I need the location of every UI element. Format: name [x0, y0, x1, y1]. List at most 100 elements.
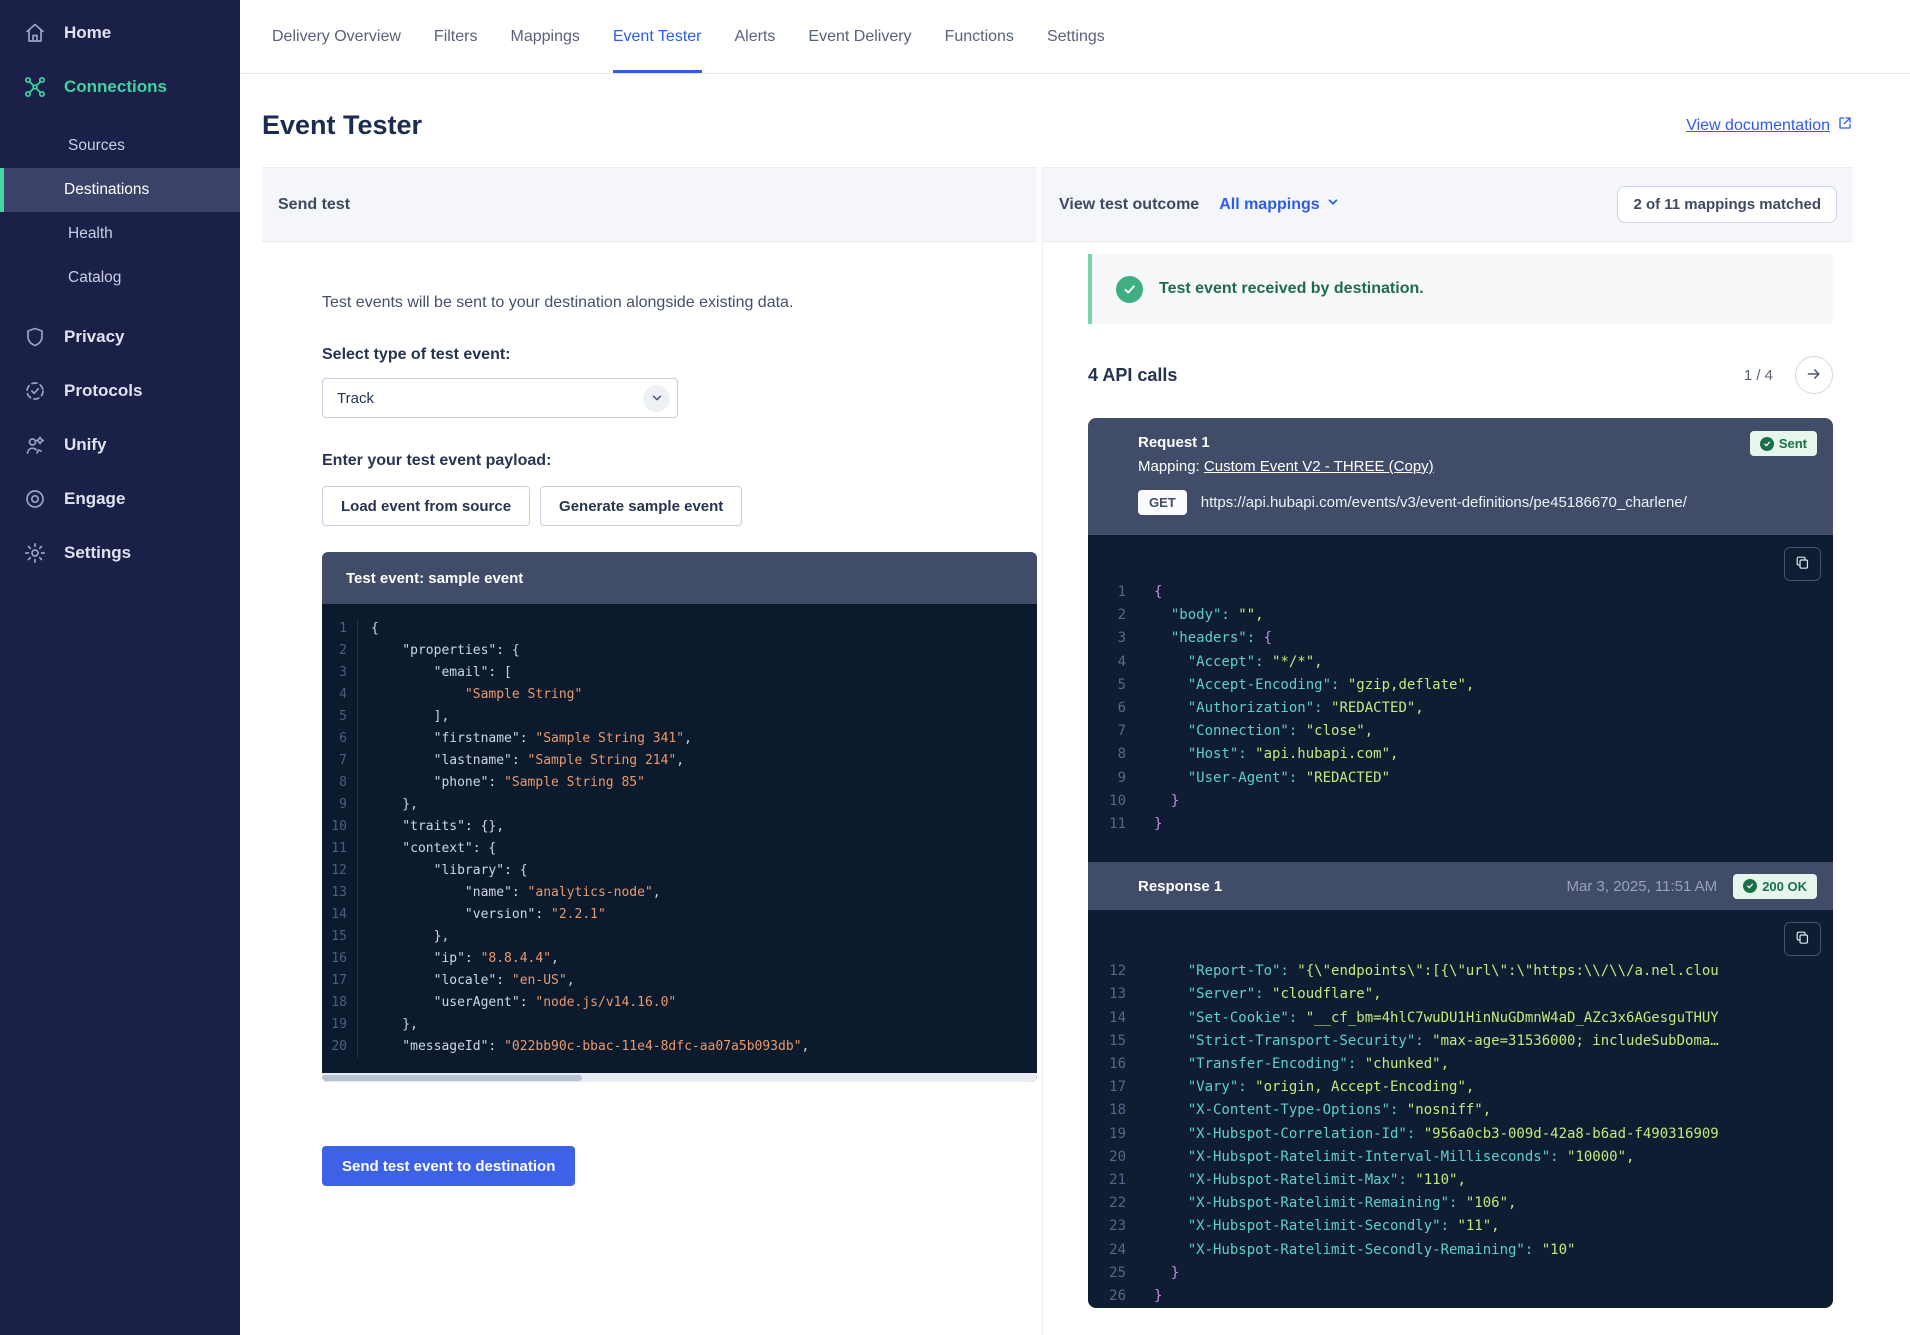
mappings-filter-value: All mappings: [1219, 195, 1320, 213]
request-title: Request 1: [1138, 434, 1210, 451]
sidebar-item-label: Engage: [64, 489, 126, 508]
chevron-down-icon: [643, 384, 670, 412]
generate-sample-event-button[interactable]: Generate sample event: [540, 486, 743, 526]
code-line: 11}: [1088, 813, 1833, 836]
code-line: 14 "Set-Cookie": "__cf_bm=4hlC7wuDU1HinN…: [1088, 1007, 1833, 1030]
code-line: 10 "traits": {},: [322, 816, 1037, 838]
code-line: 7 "Connection": "close",: [1088, 720, 1833, 743]
code-line: 22 "X-Hubspot-Ratelimit-Remaining": "106…: [1088, 1192, 1833, 1215]
line-number: 3: [1117, 630, 1126, 647]
sidebar-item-label: Connections: [64, 77, 167, 96]
tab-alerts[interactable]: Alerts: [734, 27, 776, 45]
line-number: 12: [322, 860, 358, 882]
http-method-chip: GET: [1138, 490, 1187, 515]
sidebar-item-engage[interactable]: Engage: [0, 472, 240, 526]
next-api-call-button[interactable]: [1795, 356, 1833, 394]
tab-event-tester[interactable]: Event Tester: [612, 0, 702, 73]
payload-buttons: Load event from source Generate sample e…: [322, 486, 1037, 526]
sidebar-item-label: Unify: [64, 435, 107, 454]
tab-delivery-overview[interactable]: Delivery Overview: [272, 27, 401, 45]
request-code-lines: 1{2 "body": "", 3 "headers": {4 "Accept":…: [1088, 581, 1833, 836]
code-line: 21 "X-Hubspot-Ratelimit-Max": "110",: [1088, 1169, 1833, 1192]
response-header: Response 1 Mar 3, 2025, 11:51 AM 200 OK: [1088, 862, 1833, 911]
tab-event-delivery[interactable]: Event Delivery: [808, 27, 912, 45]
mapping-link[interactable]: Custom Event V2 - THREE (Copy): [1203, 458, 1434, 475]
engage-icon: [23, 487, 47, 511]
line-number: 8: [322, 772, 358, 794]
code-line: 16 "Transfer-Encoding": "chunked",: [1088, 1053, 1833, 1076]
protocols-icon: [23, 379, 47, 403]
sidebar-item-unify[interactable]: Unify: [0, 418, 240, 472]
sidebar-item-catalog[interactable]: Catalog: [68, 269, 122, 286]
line-number: 16: [322, 948, 358, 970]
send-test-event-button[interactable]: Send test event to destination: [322, 1146, 576, 1186]
tab-mappings[interactable]: Mappings: [510, 27, 580, 45]
tab-functions[interactable]: Functions: [944, 27, 1014, 45]
editor-scrollbar-thumb[interactable]: [322, 1074, 582, 1081]
code-line: 18 "X-Content-Type-Options": "nosniff",: [1088, 1099, 1833, 1122]
code-line: 17 "Vary": "origin, Accept-Encoding",: [1088, 1076, 1833, 1099]
sidebar-item-destinations[interactable]: Destinations: [0, 168, 240, 212]
line-number: 2: [322, 640, 358, 662]
sidebar-item-connections[interactable]: Connections: [0, 60, 240, 114]
code-line: 9 },: [322, 794, 1037, 816]
event-type-label: Select type of test event:: [322, 346, 511, 363]
response-title: Response 1: [1138, 877, 1223, 895]
code-line: 5 ],: [322, 706, 1037, 728]
view-documentation-link[interactable]: View documentation: [1686, 115, 1853, 136]
copy-request-button[interactable]: [1784, 547, 1821, 581]
code-line: 9 "User-Agent": "REDACTED": [1088, 767, 1833, 790]
check-icon: [1759, 436, 1774, 451]
line-number: 15: [1109, 1032, 1126, 1049]
send-test-description: Test events will be sent to your destina…: [322, 294, 794, 311]
title-row: Event Tester View documentation: [262, 110, 1853, 141]
external-link-icon: [1837, 115, 1853, 136]
code-line: 18 "userAgent": "node.js/v14.16.0": [322, 992, 1037, 1014]
sidebar-item-privacy[interactable]: Privacy: [0, 310, 240, 364]
editor-horizontal-scrollbar[interactable]: [322, 1073, 1037, 1082]
payload-editor-code[interactable]: 1{2 "properties": {3 "email": [4 "Sample…: [322, 604, 1037, 1082]
sidebar-item-protocols[interactable]: Protocols: [0, 364, 240, 418]
line-number: 18: [322, 992, 358, 1014]
line-number: 14: [322, 904, 358, 926]
test-outcome-panel-header: View test outcome All mappings 2 of 11 m…: [1043, 167, 1853, 242]
send-test-title: Send test: [278, 195, 351, 213]
sidebar-item-home[interactable]: Home: [0, 6, 240, 60]
content: Event Tester View documentation Send tes…: [240, 74, 1910, 1335]
chevron-down-icon: [1326, 195, 1340, 214]
event-type-select[interactable]: Track: [322, 378, 678, 418]
code-line: 8 "phone": "Sample String 85": [322, 772, 1037, 794]
response-code-block: 12 "Report-To": "{\"endpoints\":[{\"url\…: [1088, 910, 1833, 1309]
line-number: 1: [1117, 584, 1126, 600]
mappings-matched-badge: 2 of 11 mappings matched: [1617, 186, 1837, 223]
tab-filters[interactable]: Filters: [433, 27, 478, 45]
line-number: 18: [1109, 1102, 1126, 1119]
response-meta: Mar 3, 2025, 11:51 AM 200 OK: [1567, 873, 1817, 899]
line-number: 21: [1109, 1172, 1126, 1189]
code-line: 13 "Server": "cloudflare",: [1088, 983, 1833, 1006]
code-line: 20 "messageId": "022bb90c-bbac-11e4-8dfc…: [322, 1036, 1037, 1058]
code-line: 12 "library": {: [322, 860, 1037, 882]
line-number: 4: [1117, 653, 1126, 670]
code-line: 14 "version": "2.2.1": [322, 904, 1037, 926]
mappings-filter-dropdown[interactable]: All mappings: [1219, 195, 1339, 214]
success-message: Test event received by destination.: [1159, 280, 1424, 297]
sidebar-item-label: Protocols: [64, 381, 143, 400]
line-number: 13: [322, 882, 358, 904]
request-header: Request 1 Sent Mapping: Custom Event V2 …: [1088, 418, 1833, 535]
api-calls-pager: 1 / 4: [1744, 356, 1833, 394]
load-event-from-source-button[interactable]: Load event from source: [322, 486, 531, 526]
code-line: 3 "email": [: [322, 662, 1037, 684]
line-number: 15: [322, 926, 358, 948]
line-number: 6: [1117, 700, 1126, 717]
tab-settings[interactable]: Settings: [1046, 27, 1105, 45]
view-documentation-label: View documentation: [1686, 116, 1830, 134]
sidebar-item-health[interactable]: Health: [68, 225, 113, 242]
sidebar-item-settings[interactable]: Settings: [0, 526, 240, 580]
sidebar-item-sources[interactable]: Sources: [68, 137, 125, 154]
api-call-card: Request 1 Sent Mapping: Custom Event V2 …: [1088, 418, 1833, 1309]
copy-response-button[interactable]: [1784, 922, 1821, 957]
code-line: 1{: [1088, 581, 1833, 604]
code-line: 3 "headers": {: [1088, 627, 1833, 650]
payload-editor: Test event: sample event 1{2 "properties…: [322, 552, 1037, 1082]
